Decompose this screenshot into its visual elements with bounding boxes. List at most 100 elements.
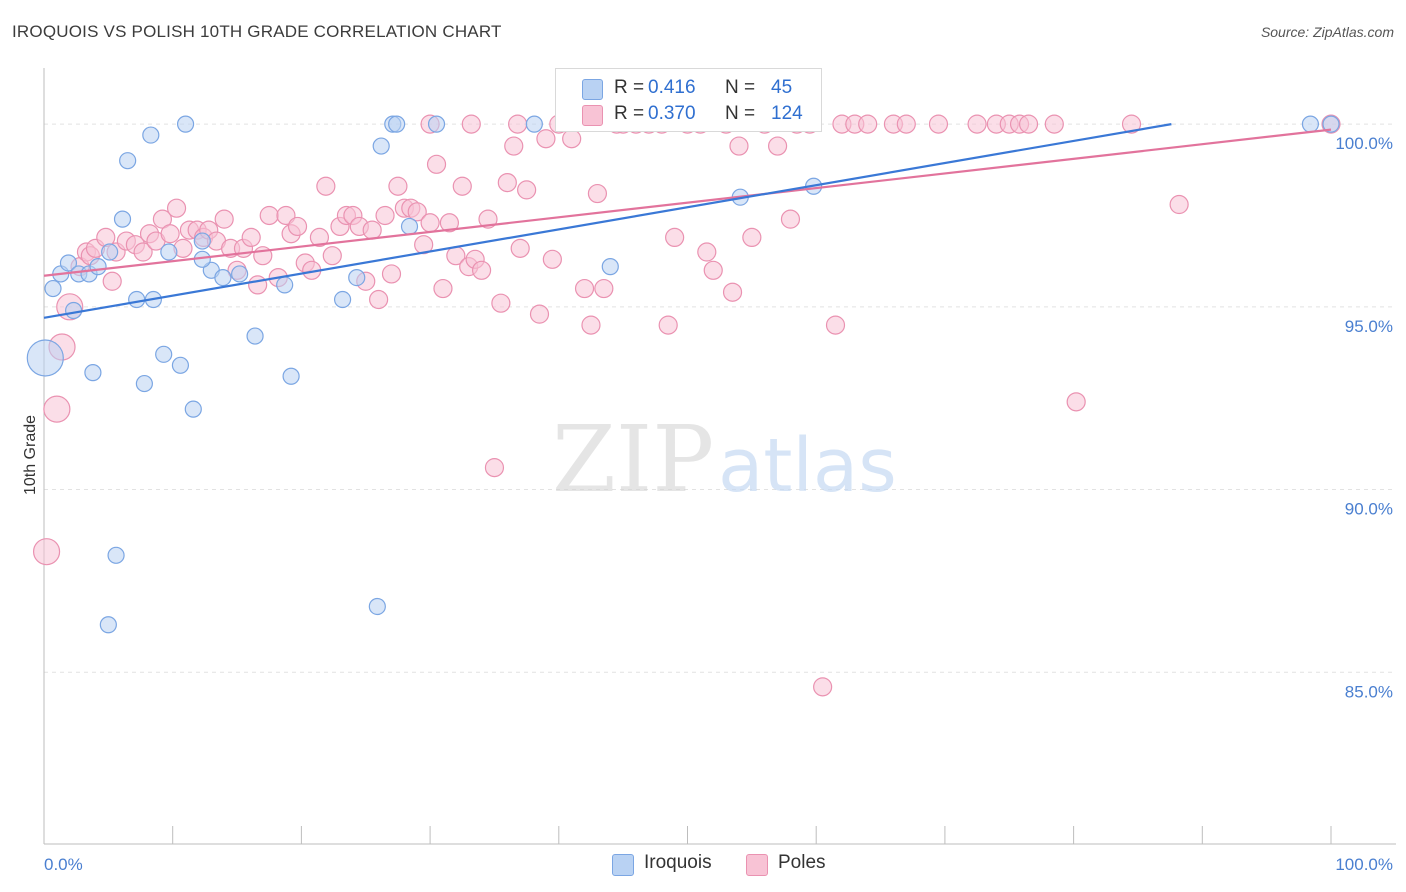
axis-labels: 85.0% 90.0% 95.0% 100.0% 0.0% 100.0% 10th Grad… [22, 134, 1393, 874]
poles-point [665, 227, 685, 248]
poles-point [574, 278, 595, 299]
poles-point [133, 242, 153, 262]
legend-r-label: R = [614, 103, 645, 124]
poles-point [1044, 114, 1064, 134]
iroquois-point [142, 126, 160, 144]
poles-point [439, 213, 460, 233]
iroquois-point [119, 152, 137, 170]
poles-point [780, 209, 801, 229]
poles-point [703, 260, 723, 280]
iroquois-point [113, 210, 132, 228]
iroquois-swatch [612, 854, 634, 876]
poles-point [967, 114, 987, 134]
poles-point [1169, 194, 1189, 215]
legend-r-label: R = [614, 77, 645, 98]
poles-point [587, 183, 608, 204]
legend-label-iroquois: Iroquois [644, 852, 712, 873]
x-tick-label: 0.0% [44, 855, 83, 874]
iroquois-point [135, 374, 153, 393]
poles-point [426, 154, 447, 174]
poles-point [309, 227, 330, 248]
iroquois-point [1322, 115, 1340, 133]
poles-point [1018, 114, 1039, 134]
poles-point [160, 224, 180, 244]
y-tick-label: 85.0% [1345, 682, 1393, 701]
poles-point [478, 209, 498, 229]
iroquois-point [184, 400, 202, 418]
poles-point [407, 202, 427, 222]
source-credit[interactable]: Source: ZipAtlas.com [1260, 24, 1394, 40]
poles-point [542, 249, 562, 269]
iroquois-point [348, 268, 366, 287]
iroquois-point [155, 345, 173, 363]
watermark: ZIP atlas [552, 406, 897, 513]
iroquois-point [1301, 115, 1320, 133]
iroquois-point [333, 290, 352, 309]
poles-point [928, 114, 949, 134]
poles-point [484, 458, 505, 478]
poles-point [767, 136, 788, 156]
poles-point [102, 271, 122, 291]
iroquois-point [388, 115, 406, 133]
y-tick-label: 90.0% [1345, 500, 1393, 519]
poles-points [32, 114, 1341, 697]
iroquois-points [26, 115, 1340, 634]
poles-point [433, 278, 453, 299]
y-tick-label: 95.0% [1345, 317, 1393, 336]
poles-point [536, 129, 556, 149]
iroquois-point [282, 367, 300, 385]
poles-point [813, 677, 833, 697]
poles-swatch [746, 854, 768, 876]
iroquois-point [276, 276, 294, 294]
iroquois-point [427, 115, 446, 133]
poles-point [658, 315, 678, 335]
poles-point [420, 213, 440, 233]
poles-point [504, 136, 524, 156]
legend-label-poles: Poles [778, 852, 826, 873]
legend-n-label: N = [725, 103, 756, 124]
iroquois-point [525, 115, 543, 133]
poles-point [581, 315, 601, 335]
poles-point [594, 278, 614, 299]
legend-r-value: 0.370 [648, 103, 696, 124]
iroquois-point [193, 232, 211, 250]
poles-point [322, 246, 342, 266]
trend-lines [43, 123, 1332, 319]
iroquois-point [372, 137, 390, 155]
iroquois-point [84, 364, 102, 382]
poles-point [529, 304, 550, 324]
iroquois-point [231, 265, 249, 283]
poles-point [508, 114, 528, 134]
poles-point [248, 275, 268, 295]
legend-n-value: 124 [771, 103, 803, 124]
iroquois-point [368, 597, 386, 616]
poles-point [697, 242, 717, 262]
poles-point [287, 216, 308, 237]
iroquois-point [44, 279, 62, 298]
poles-point [510, 238, 530, 258]
iroquois-swatch [582, 79, 603, 100]
iroquois-point [246, 327, 264, 345]
poles-point [825, 315, 846, 335]
iroquois-point [89, 258, 107, 276]
poles-point [259, 205, 279, 226]
poles-point [461, 114, 481, 134]
poles-point [491, 293, 511, 313]
iroquois-point [601, 258, 619, 276]
poles-point [316, 176, 336, 196]
poles-point [214, 209, 234, 229]
poles-point [471, 260, 492, 280]
poles-point [166, 198, 187, 218]
iroquois-point [99, 616, 117, 634]
iroquois-point [160, 243, 178, 261]
legend-r-value: 0.416 [648, 77, 696, 98]
watermark-zip: ZIP [552, 406, 714, 513]
iroquois-point [107, 546, 125, 564]
poles-point [375, 205, 395, 226]
poles-point [388, 176, 408, 196]
poles-point [729, 136, 749, 156]
legend-n-label: N = [725, 77, 756, 98]
poles-point [369, 289, 389, 310]
chart-title: IROQUOIS VS POLISH 10TH GRADE CORRELATIO… [12, 22, 502, 41]
poles-point [452, 176, 472, 196]
